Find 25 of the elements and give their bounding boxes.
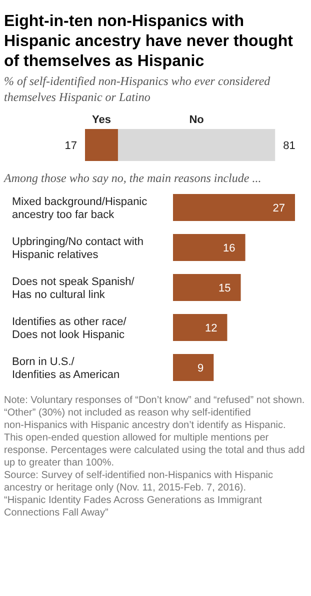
series-label: No — [189, 114, 204, 126]
source-note: Source: Survey of self-identified non-Hispanics with Hispanic ancestry or heritage only (Nov. 11, 2015-Feb. 7, 2016). — [4, 470, 274, 494]
text: “Hispanic Identity Fades Across Generations as Immigrant Connections Fall Away” — [4, 495, 262, 518]
bar — [173, 314, 228, 341]
series-label: Yes — [92, 114, 111, 126]
bar — [173, 234, 246, 261]
y-tick-label: Born in U.S./ Idenfities as American — [12, 356, 120, 381]
y-tick-label: Mixed background/Hispanic ancestry too far back — [12, 196, 148, 221]
data-label: 81 — [283, 140, 296, 152]
chart-title: Eight-in-ten non-Hispanics with Hispanic ancestry have never thought of themselves as Hispanic — [4, 13, 294, 70]
text: Note: Voluntary responses of “Don’t know” and “refused” not shown. “Other” (30%) not included as reason why self-identified non-Hispanics with Hispanic ancestry don’t identify as Hispanic. This open-ended question allowed for multiple mentions per response. Percentages were calculated using the total and thus add up to greater than 100%. — [4, 395, 305, 468]
data-label: 27 — [272, 202, 285, 214]
bar — [173, 354, 214, 381]
chart-subtitle: % of self-identified non-Hispanics who ever considered themselves Hispanic or Latino — [4, 74, 272, 104]
data-label: 9 — [198, 362, 204, 374]
chart-subtitle: Among those who say no, the main reasons include ... — [3, 171, 262, 185]
bar — [173, 274, 241, 301]
data-label: 16 — [223, 242, 236, 254]
y-tick-label: Does not speak Spanish/ Has no cultural link — [12, 276, 136, 301]
bar — [173, 194, 295, 221]
data-label: 15 — [218, 282, 231, 294]
data-label: 12 — [204, 322, 218, 334]
data-label: 17 — [64, 140, 77, 152]
y-tick-label: Identifies as other race/ Does not look Hispanic — [12, 316, 128, 341]
y-tick-label: Upbringing/No contact with Hispanic relatives — [12, 236, 144, 261]
